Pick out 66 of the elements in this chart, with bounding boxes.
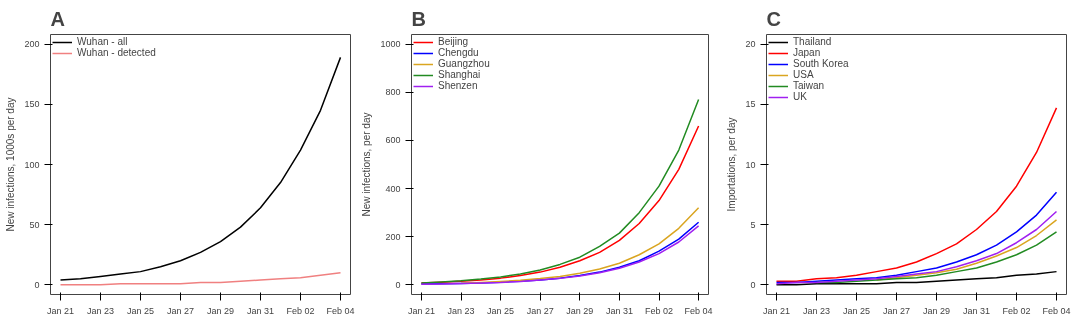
y-tick-label: 0 bbox=[750, 279, 756, 290]
x-tick-label: Jan 29 bbox=[206, 305, 235, 316]
x-tick-label: Feb 04 bbox=[684, 305, 713, 316]
x-tick-label: Jan 31 bbox=[962, 305, 991, 316]
legend-label: Japan bbox=[793, 47, 821, 58]
y-axis-title: Importations, per day bbox=[726, 117, 738, 212]
x-tick-label: Feb 02 bbox=[1002, 305, 1031, 316]
x-tick-label: Jan 25 bbox=[126, 305, 155, 316]
y-tick-label: 10 bbox=[745, 159, 756, 170]
y-tick-label: 0 bbox=[34, 279, 40, 290]
x-tick-label: Feb 04 bbox=[1042, 305, 1071, 316]
x-tick-label: Jan 27 bbox=[882, 305, 911, 316]
x-tick-label: Jan 27 bbox=[166, 305, 195, 316]
y-tick-label: 5 bbox=[750, 219, 756, 230]
legend-label: Beijing bbox=[438, 36, 469, 47]
line-series bbox=[775, 107, 1058, 283]
x-tick-label: Jan 29 bbox=[566, 305, 594, 316]
y-tick-label: 50 bbox=[29, 219, 40, 230]
x-tick-label: Jan 31 bbox=[605, 305, 633, 316]
line-series bbox=[775, 191, 1058, 284]
legend-label: Shenzen bbox=[438, 80, 478, 91]
x-tick-label: Jan 21 bbox=[762, 305, 791, 316]
y-tick-label: 400 bbox=[385, 183, 401, 194]
x-tick-label: Jan 27 bbox=[526, 305, 554, 316]
legend-label: South Korea bbox=[793, 58, 849, 69]
legend-label: UK bbox=[793, 91, 808, 102]
chart-title: C bbox=[766, 7, 781, 30]
y-tick-label: 0 bbox=[395, 279, 401, 290]
legend-label: Chengdu bbox=[438, 47, 479, 58]
x-tick-label: Jan 21 bbox=[46, 305, 75, 316]
line-series bbox=[775, 210, 1058, 285]
y-tick-label: 15 bbox=[745, 99, 756, 110]
chart-title: B bbox=[411, 7, 426, 30]
x-tick-label: Feb 04 bbox=[326, 305, 355, 316]
legend-label: Thailand bbox=[793, 36, 832, 47]
x-tick-label: Jan 23 bbox=[86, 305, 115, 316]
line-series bbox=[460, 207, 700, 284]
chart-title: A bbox=[50, 7, 65, 30]
legend-label: Taiwan bbox=[793, 80, 825, 91]
legend-label: USA bbox=[793, 69, 814, 80]
line-series bbox=[59, 56, 342, 281]
y-tick-label: 100 bbox=[24, 159, 40, 170]
x-tick-label: Jan 25 bbox=[487, 305, 515, 316]
line-series bbox=[59, 272, 342, 286]
y-axis-title: New infections, 1000s per day bbox=[5, 97, 17, 232]
y-tick-label: 150 bbox=[24, 99, 40, 110]
legend-label: Shanghai bbox=[438, 69, 481, 80]
y-tick-label: 200 bbox=[385, 231, 401, 242]
x-tick-label: Jan 29 bbox=[922, 305, 951, 316]
x-tick-label: Feb 02 bbox=[644, 305, 674, 316]
y-tick-label: 800 bbox=[385, 87, 401, 98]
y-tick-label: 200 bbox=[24, 39, 40, 50]
x-tick-label: Jan 23 bbox=[802, 305, 831, 316]
line-series bbox=[775, 270, 1058, 286]
y-axis-title: New infections, per day bbox=[361, 112, 373, 217]
y-tick-label: 600 bbox=[385, 135, 401, 146]
x-tick-label: Jan 23 bbox=[447, 305, 475, 316]
x-tick-label: Jan 31 bbox=[246, 305, 275, 316]
y-tick-label: 1000 bbox=[380, 39, 401, 50]
legend-label: Guangzhou bbox=[438, 58, 490, 69]
x-tick-label: Feb 02 bbox=[286, 305, 315, 316]
y-tick-label: 20 bbox=[745, 39, 756, 50]
legend-label: Wuhan - all bbox=[77, 36, 128, 47]
x-tick-label: Jan 21 bbox=[407, 305, 435, 316]
legend-label: Wuhan - detected bbox=[77, 47, 156, 58]
x-tick-label: Jan 25 bbox=[842, 305, 871, 316]
